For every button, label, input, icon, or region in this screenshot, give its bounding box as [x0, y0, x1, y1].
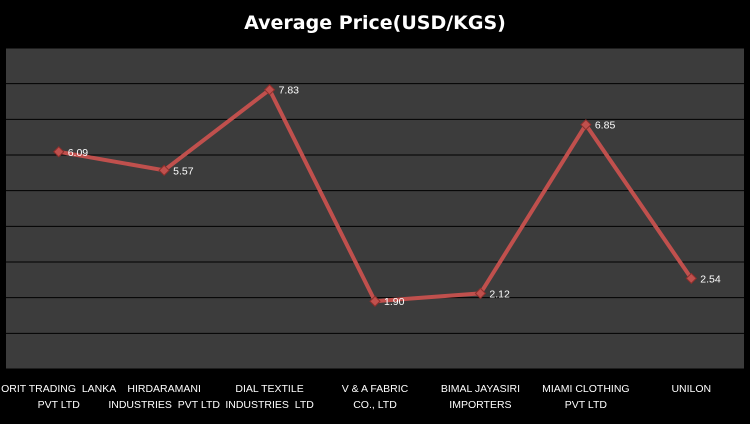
data-point	[580, 118, 592, 131]
x-tick-label: BIMAL JAYASIRI IMPORTERS	[441, 383, 520, 411]
data-point	[474, 287, 487, 300]
data-point	[53, 146, 65, 158]
data-label: 2.54	[700, 273, 721, 285]
data-label: 1.90	[384, 296, 405, 308]
gridlines	[6, 47, 744, 370]
data-label: 2.12	[489, 288, 510, 300]
data-label: 7.83	[279, 85, 300, 97]
markers	[53, 84, 697, 307]
data-point	[158, 164, 170, 177]
data-labels: 6.09 5.57 7.83 1.90 2.12 6.85 2.54	[68, 85, 721, 309]
data-label: 6.09	[68, 147, 89, 159]
plot-area	[6, 48, 744, 369]
chart-title: Average Price(USD/KGS)	[244, 12, 506, 34]
x-tick-label: MIAMI CLOTHING PVT LTD	[542, 383, 630, 411]
data-label: 6.85	[595, 120, 616, 132]
data-point	[685, 272, 697, 285]
data-label: 5.57	[173, 165, 194, 177]
x-tick-label: DIAL TEXTILE INDUSTRIES LTD	[225, 383, 314, 411]
data-point	[369, 295, 381, 307]
data-point	[263, 84, 276, 96]
x-tick-label: V & A FABRIC CO., LTD	[342, 383, 409, 411]
x-tick-label: UNILON	[671, 383, 711, 395]
x-tick-label: HIRDARAMANI INDUSTRIES PVT LTD	[108, 383, 220, 411]
x-tick-label: ORIT TRADING LANKA PVT LTD	[1, 383, 116, 411]
